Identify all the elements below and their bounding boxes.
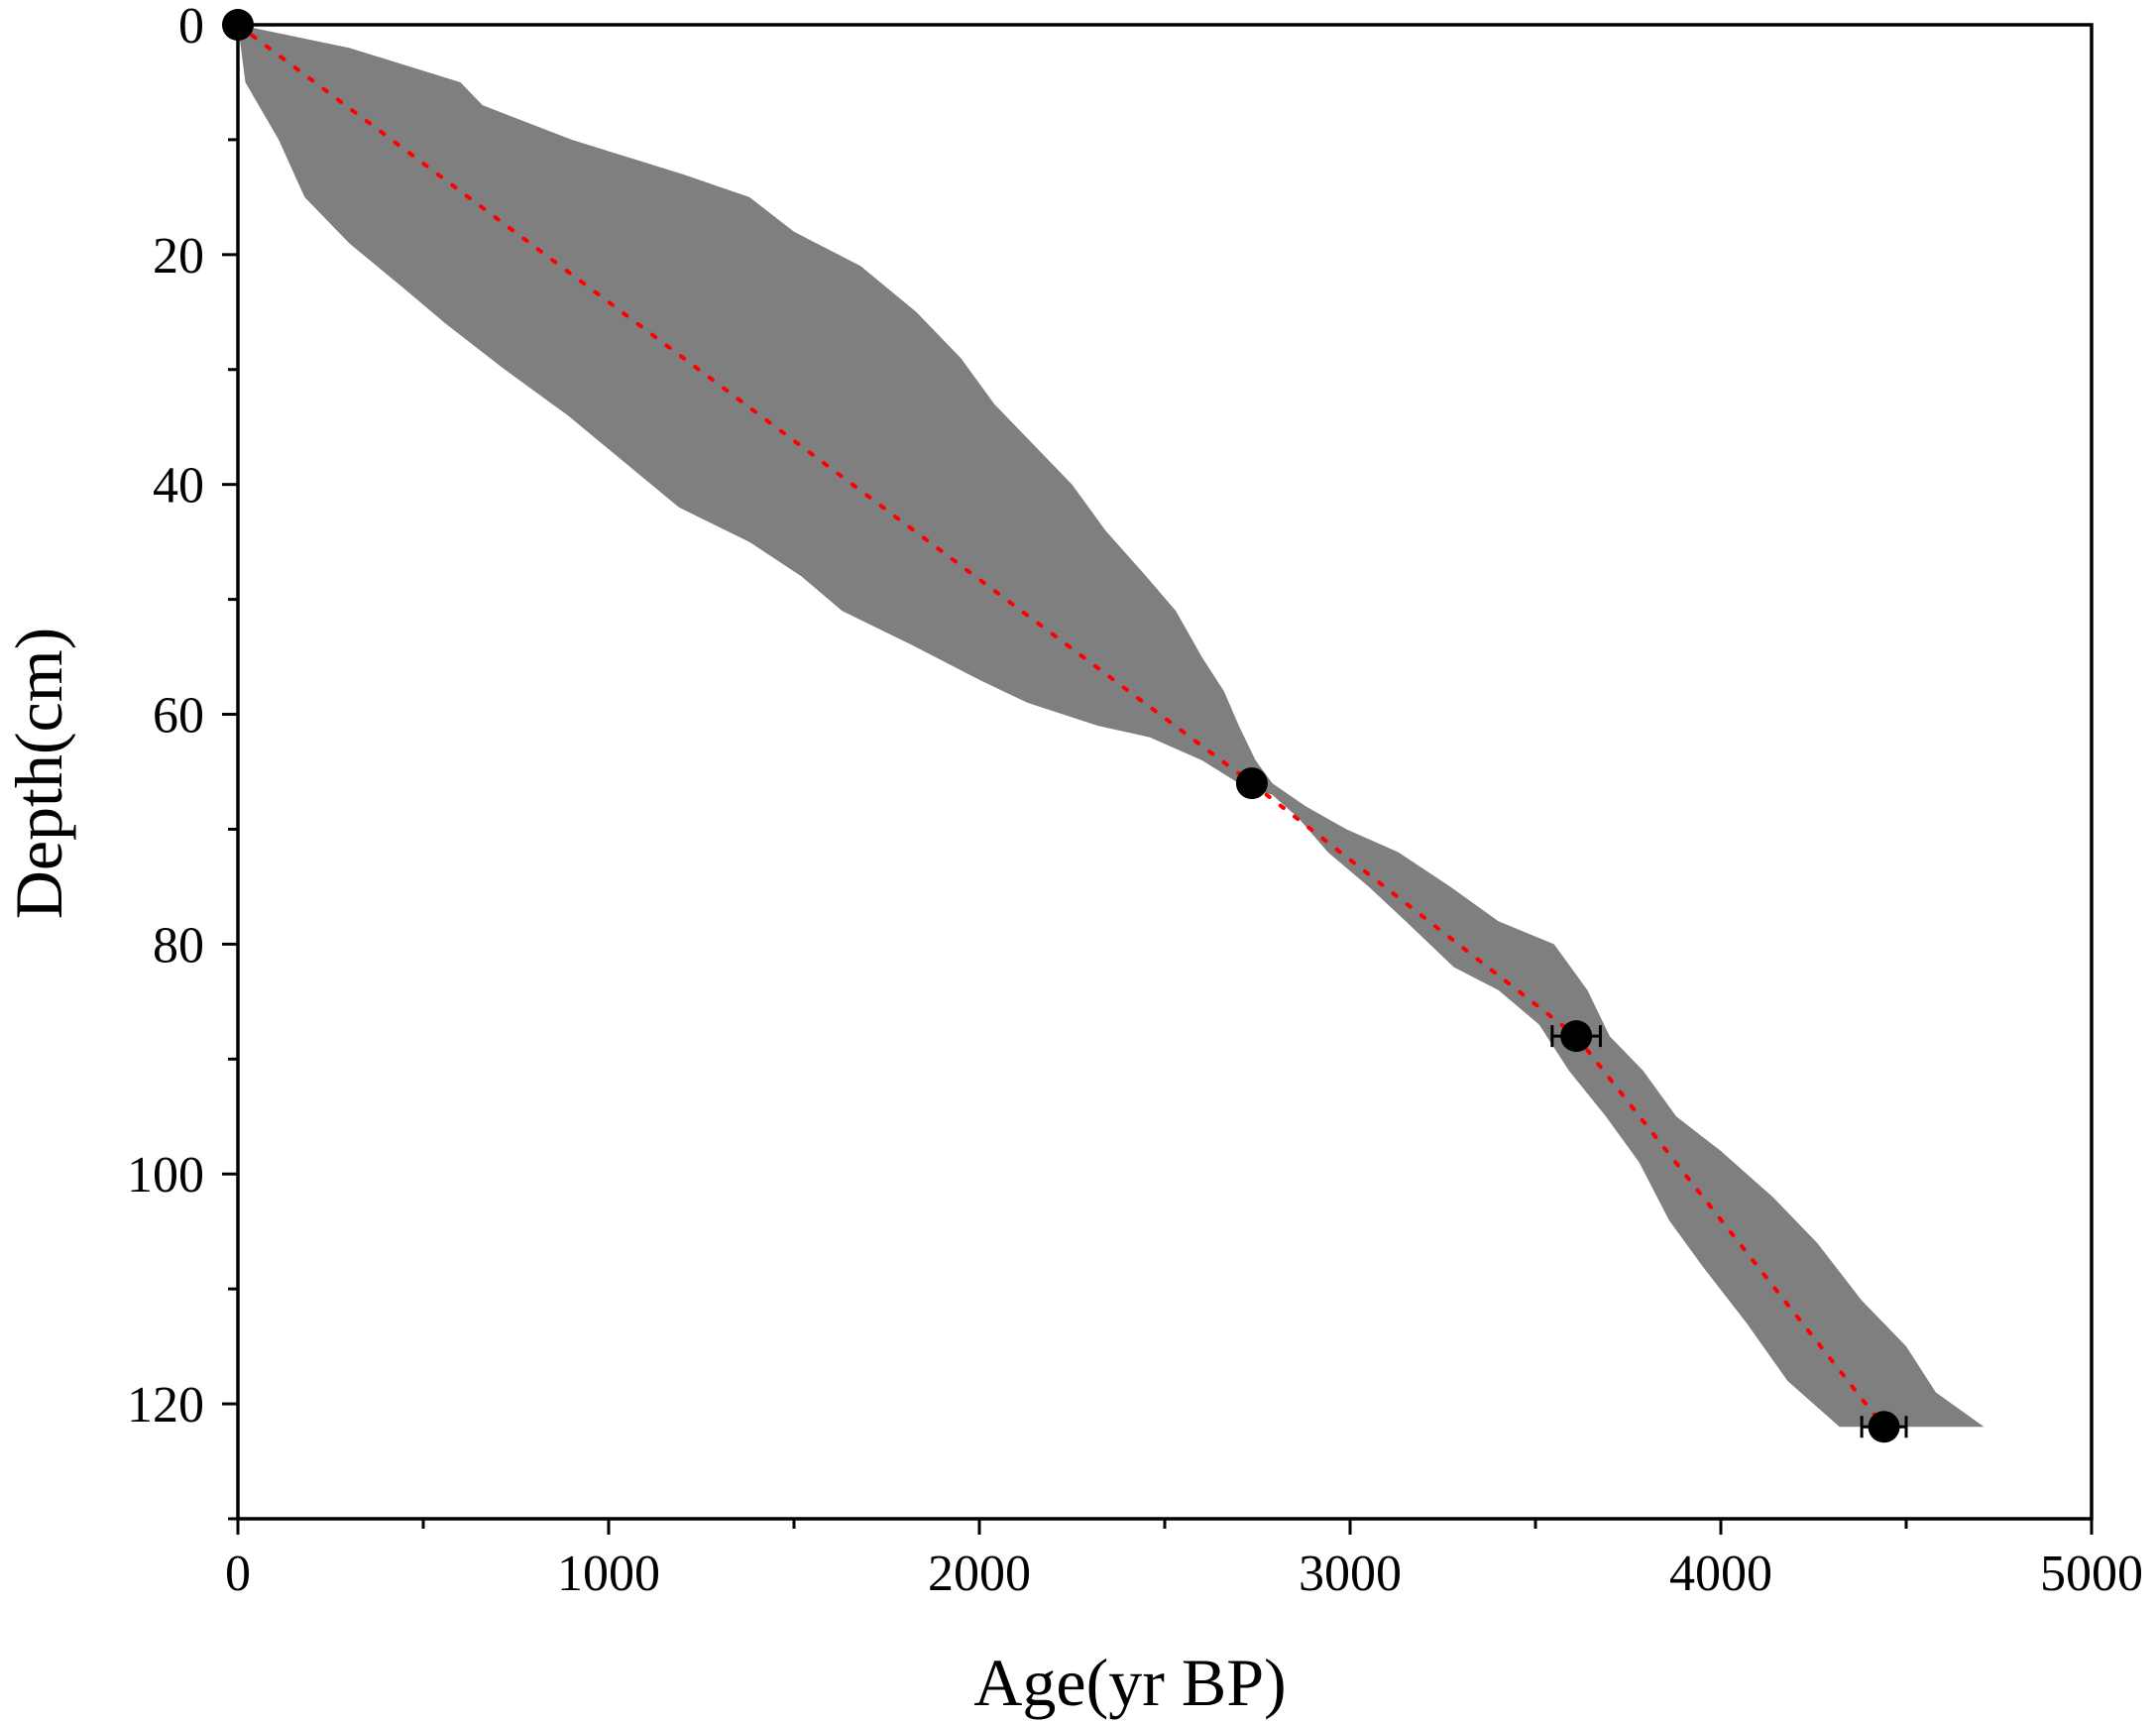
plot-area: [222, 9, 1985, 1443]
y-tick-label: 120: [127, 1377, 204, 1434]
y-tick-label: 0: [178, 0, 204, 55]
x-tick-label: 3000: [1299, 1546, 1402, 1602]
axes: 0 1000 2000 3000 4000 5000 0 20 40 60 80 100 120: [127, 0, 2143, 1602]
x-axis-title: Age(yr BP): [973, 1645, 1286, 1720]
median-age-model-line: [236, 23, 1886, 1430]
y-tick-label: 80: [153, 917, 204, 974]
y-tick-label: 100: [127, 1147, 204, 1204]
x-tick-label: 5000: [2040, 1546, 2143, 1602]
dated-point-3: [1560, 1020, 1593, 1053]
x-tick-label: 1000: [557, 1546, 660, 1602]
y-tick-label: 40: [153, 458, 204, 515]
y-axis-title: Depth(cm): [1, 628, 76, 920]
y-tick-label: 60: [153, 688, 204, 745]
dated-point-2: [1235, 767, 1268, 800]
x-tick-label: 4000: [1669, 1546, 1772, 1602]
uncertainty-band: [238, 25, 1985, 1428]
x-tick-label: 2000: [928, 1546, 1031, 1602]
y-tick-label: 20: [153, 228, 204, 285]
dated-point-4: [1868, 1411, 1900, 1443]
x-tick-label: 0: [225, 1546, 251, 1602]
